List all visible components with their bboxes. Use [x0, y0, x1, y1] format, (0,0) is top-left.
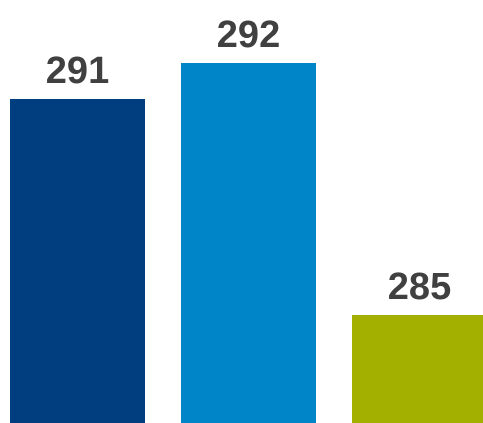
data-label-1: 291: [46, 50, 109, 92]
bar-2: [181, 63, 316, 423]
data-label-3: 285: [388, 266, 451, 308]
data-label-2: 292: [217, 14, 280, 56]
data-labels-group: 291 292 285: [46, 14, 451, 308]
bars-group: [10, 63, 483, 423]
bar-3: [352, 315, 483, 423]
bar-1: [10, 99, 145, 423]
